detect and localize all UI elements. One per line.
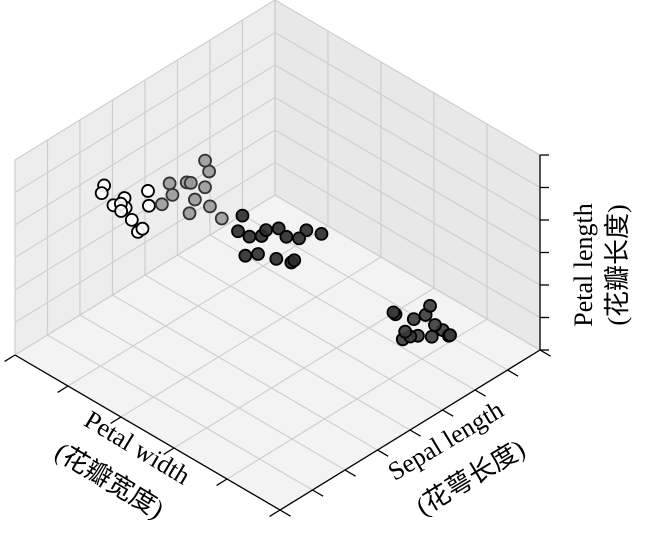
grid-line xyxy=(14,194,276,356)
point xyxy=(235,208,250,223)
point xyxy=(135,221,150,236)
point xyxy=(279,229,294,244)
point xyxy=(214,211,229,226)
grid-line xyxy=(209,234,476,391)
grid-line xyxy=(14,31,276,194)
grid xyxy=(14,0,541,511)
tick-mark xyxy=(474,389,486,397)
point xyxy=(287,253,302,268)
point xyxy=(428,318,442,332)
point xyxy=(443,328,457,343)
point xyxy=(141,198,156,213)
point xyxy=(203,199,217,214)
x-axis-line xyxy=(14,354,281,511)
tick-mark xyxy=(269,509,281,517)
point xyxy=(406,312,421,327)
tick-mark xyxy=(539,349,551,357)
point xyxy=(141,184,155,198)
tick-mark xyxy=(344,469,356,477)
point xyxy=(198,153,212,168)
point xyxy=(292,231,306,246)
grid-line xyxy=(47,334,313,491)
tick-mark xyxy=(409,429,421,437)
tick-mark xyxy=(442,409,454,417)
grid-line xyxy=(79,314,346,471)
grid-line xyxy=(144,274,411,431)
grid-line xyxy=(14,0,276,161)
axes xyxy=(4,154,551,517)
point xyxy=(94,186,109,201)
grid-line xyxy=(274,0,541,156)
point xyxy=(183,175,198,190)
point xyxy=(187,192,202,207)
point xyxy=(423,298,437,313)
tick-mark xyxy=(110,416,122,424)
point xyxy=(398,324,413,339)
point xyxy=(154,197,169,212)
point xyxy=(114,204,129,218)
grid-line xyxy=(274,31,541,189)
point xyxy=(182,206,197,221)
point xyxy=(242,229,257,244)
tick-mark xyxy=(312,489,324,497)
grid-line xyxy=(112,294,378,451)
tick-mark xyxy=(163,447,175,455)
grid-line xyxy=(177,254,443,411)
tick-mark xyxy=(4,354,16,362)
point xyxy=(165,187,180,202)
point xyxy=(424,329,439,344)
grid-line xyxy=(274,194,541,351)
grid-line xyxy=(14,96,276,259)
grid-line xyxy=(274,64,541,221)
grid-line xyxy=(14,64,276,226)
y-axis-line xyxy=(279,349,541,511)
point xyxy=(259,223,273,238)
point xyxy=(124,212,139,227)
point xyxy=(314,226,329,241)
z-axis-label: (花瓣长度) xyxy=(603,204,632,325)
grid-line xyxy=(274,129,541,286)
point xyxy=(162,176,177,191)
tick-mark xyxy=(279,509,291,517)
grid-line xyxy=(274,96,541,254)
grid-line xyxy=(274,161,541,319)
point xyxy=(231,224,245,239)
point xyxy=(386,305,401,320)
point xyxy=(269,251,284,266)
points xyxy=(94,153,457,347)
tick-mark xyxy=(216,478,228,486)
point xyxy=(198,180,212,195)
point xyxy=(238,248,253,263)
tick-mark xyxy=(377,449,389,457)
tick-mark xyxy=(507,369,519,377)
point xyxy=(251,247,265,261)
z-axis-label: Petal length xyxy=(569,203,598,326)
grid-line xyxy=(14,161,276,324)
tick-mark xyxy=(57,385,69,393)
